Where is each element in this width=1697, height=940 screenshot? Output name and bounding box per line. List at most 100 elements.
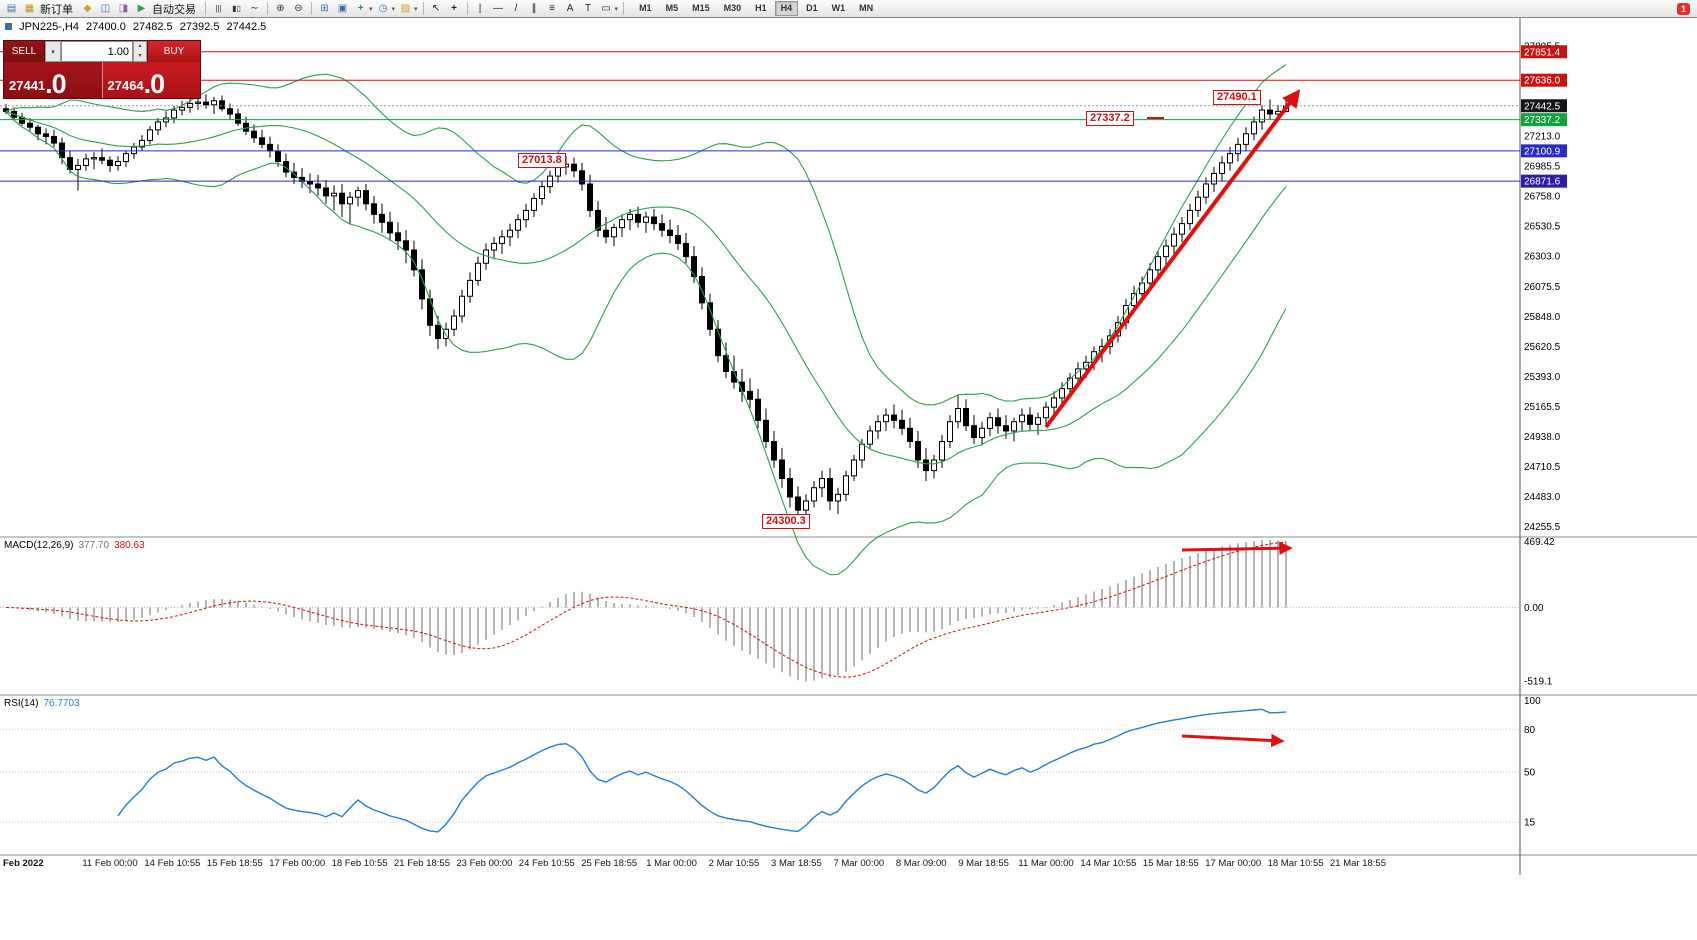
svg-text:27100.9: 27100.9 (1524, 146, 1561, 157)
timeframe-d1-button[interactable]: D1 (806, 3, 818, 13)
bar-open: 27400.0 (86, 21, 126, 33)
price-axis: 27895.527213.026985.526758.026530.526303… (1521, 41, 1567, 829)
text-tool-icon[interactable]: A (566, 3, 574, 14)
bollinger-bands (5, 64, 1287, 576)
bar-chart-type-icon[interactable]: ||| (215, 4, 222, 13)
buy-price[interactable]: 27464.0 (102, 62, 200, 98)
channel-tool-icon[interactable]: ∥ (531, 3, 537, 14)
data-window-icon[interactable]: ◨ (118, 3, 129, 14)
rsi-name: RSI(14) (4, 698, 39, 709)
level-lines[interactable] (0, 51, 1520, 182)
svg-text:3 Mar 18:55: 3 Mar 18:55 (771, 858, 822, 869)
sell-price-frac: .0 (45, 69, 67, 99)
svg-text:18 Feb 10:55: 18 Feb 10:55 (332, 858, 388, 869)
svg-text:17 Feb 00:00: 17 Feb 00:00 (269, 858, 325, 869)
svg-text:15 Mar 18:55: 15 Mar 18:55 (1143, 858, 1199, 869)
auto-trading-icon[interactable]: ▶ (137, 3, 146, 14)
svg-text:50: 50 (1524, 768, 1536, 779)
svg-text:27337.2: 27337.2 (1524, 115, 1561, 126)
timeframe-m1-button[interactable]: M1 (639, 3, 652, 13)
bar-high: 27482.5 (132, 21, 173, 33)
timeframe-h1-button[interactable]: H1 (755, 3, 767, 13)
sell-button[interactable]: SELL (4, 41, 45, 62)
symbol-name: JPN225-,H4 (19, 21, 79, 33)
drawn-arrows[interactable] (1044, 89, 1301, 748)
timeframe-m30-button[interactable]: M30 (723, 3, 742, 13)
svg-text:0.00: 0.00 (1524, 603, 1544, 614)
svg-text:26303.0: 26303.0 (1524, 252, 1561, 263)
indicators-icon[interactable]: + (357, 3, 364, 14)
annotation-peak[interactable]: 27013.8 (518, 153, 566, 168)
candlestick-type-icon[interactable]: ▮▯ (232, 4, 241, 13)
chart-profiles-icon[interactable]: ◆ (83, 3, 92, 14)
svg-text:24938.0: 24938.0 (1524, 432, 1561, 443)
svg-text:17 Mar 00:00: 17 Mar 00:00 (1205, 858, 1261, 869)
volume-down-icon[interactable]: ▾ (138, 52, 142, 59)
svg-text:14 Feb 10:55: 14 Feb 10:55 (144, 858, 200, 869)
label-tool-icon[interactable]: T (584, 3, 592, 14)
templates-icon-dropdown[interactable]: ▾ (414, 5, 418, 13)
svg-text:2 Mar 10:55: 2 Mar 10:55 (709, 858, 760, 869)
line-chart-type-icon[interactable]: ∼ (250, 3, 259, 14)
buy-price-main: 27464 (107, 78, 144, 93)
timeframe-mn-button[interactable]: MN (859, 3, 874, 13)
new-order-button[interactable]: 新订单 (40, 3, 73, 16)
new-order-icon[interactable]: ▦ (24, 3, 35, 14)
timeframe-m5-button[interactable]: M5 (665, 3, 679, 13)
tile-windows-icon[interactable]: ⊞ (320, 3, 329, 14)
volume-dropdown[interactable]: ▾ (45, 41, 61, 62)
timeframe-h4-button[interactable]: H4 (774, 1, 799, 16)
svg-text:27851.4: 27851.4 (1524, 47, 1561, 58)
svg-text:26985.5: 26985.5 (1524, 162, 1561, 173)
auto-trading-button[interactable]: 自动交易 (152, 3, 196, 16)
toolbar-separator (422, 2, 424, 15)
cascade-windows-icon[interactable]: ▣ (337, 3, 348, 14)
svg-text:15 Feb 18:55: 15 Feb 18:55 (207, 858, 263, 869)
time-axis: Feb 2022 11 Feb 00:00 14 Feb 10:55 15 Feb 1… (3, 858, 1386, 869)
svg-text:25620.5: 25620.5 (1524, 342, 1561, 353)
chart-frame (0, 18, 1697, 875)
periods-icon-dropdown[interactable]: ▾ (391, 5, 396, 13)
bar-low: 27392.5 (179, 21, 220, 33)
svg-text:26758.0: 26758.0 (1524, 192, 1561, 203)
svg-text:24710.5: 24710.5 (1524, 462, 1561, 473)
svg-text:1 Mar 00:00: 1 Mar 00:00 (646, 858, 697, 869)
zoom-out-icon[interactable]: ⊖ (294, 3, 303, 14)
periods-icon[interactable]: ◷ (378, 3, 388, 14)
annotation-low[interactable]: 24300.3 (762, 514, 810, 529)
svg-text:27442.5: 27442.5 (1524, 101, 1561, 112)
svg-text:Feb 2022: Feb 2022 (3, 858, 44, 869)
zoom-in-icon[interactable]: ⊕ (276, 3, 285, 14)
svg-text:26075.5: 26075.5 (1524, 282, 1561, 293)
svg-text:9 Mar 18:55: 9 Mar 18:55 (958, 858, 1009, 869)
volume-up-icon[interactable]: ▴ (138, 43, 142, 49)
svg-text:18 Mar 10:55: 18 Mar 10:55 (1268, 858, 1324, 869)
fibonacci-tool-icon[interactable]: ≡ (549, 3, 555, 14)
chart-window-icon[interactable]: ▤ (6, 3, 17, 14)
volume-stepper[interactable]: ▴ ▾ (133, 41, 147, 62)
trendline-tool-icon[interactable]: / (514, 3, 518, 14)
timeframe-w1-button[interactable]: W1 (831, 3, 846, 13)
sell-price[interactable]: 27441.0 (4, 62, 103, 98)
horizontal-line-tool-icon[interactable]: — (493, 3, 504, 14)
macd-indicator (0, 539, 1520, 682)
shapes-tool-icon-dropdown[interactable]: ▾ (614, 5, 619, 13)
volume-input[interactable] (61, 41, 133, 62)
crosshair-icon[interactable]: + (451, 3, 457, 14)
market-watch-icon[interactable]: ◫ (100, 3, 111, 14)
shapes-tool-icon[interactable]: ▭ (601, 3, 611, 14)
buy-button[interactable]: BUY (147, 41, 200, 62)
svg-text:21 Feb 18:55: 21 Feb 18:55 (394, 858, 450, 869)
annotation-breakout[interactable]: 27337.2 (1086, 111, 1134, 126)
cursor-icon[interactable]: ↖ (431, 3, 441, 14)
one-click-trading-panel: SELL ▾ ▴▾ BUY 27441.0 27464.0 (3, 40, 201, 99)
annotation-high[interactable]: 27490.1 (1213, 90, 1261, 105)
notification-badge[interactable]: 1 (1677, 3, 1690, 15)
templates-icon[interactable]: ▨ (400, 3, 411, 14)
vertical-line-tool-icon[interactable]: | (478, 3, 482, 14)
toolbar-separator (311, 2, 312, 15)
timeframe-m15-button[interactable]: M15 (692, 3, 710, 13)
indicators-icon-dropdown[interactable]: ▾ (369, 5, 373, 13)
